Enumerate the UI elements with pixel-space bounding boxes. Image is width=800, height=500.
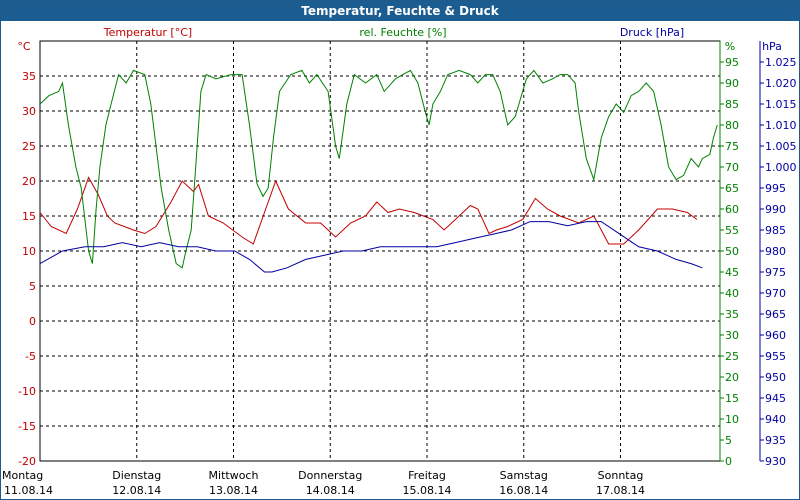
x-day-label: Sonntag [598,469,644,482]
temperature-tick-label: 0 [29,315,36,328]
humidity-tick-label: 35 [725,308,739,321]
pressure-tick-label: 1.025 [765,56,797,69]
x-date-label: 16.08.14 [499,484,548,497]
temperature-tick-label: 35 [22,70,36,83]
pressure-tick-label: 970 [765,287,786,300]
pressure-tick-label: 940 [765,413,786,426]
humidity-unit: % [725,40,735,53]
humidity-tick-label: 50 [725,245,739,258]
pressure-tick-label: 1.015 [765,98,797,111]
pressure-tick-label: 935 [765,434,786,447]
humidity-tick-label: 5 [725,434,732,447]
pressure-tick-label: 960 [765,329,786,342]
humidity-tick-label: 70 [725,161,739,174]
humidity-tick-label: 10 [725,413,739,426]
humidity-tick-label: 20 [725,371,739,384]
humidity-tick-label: 65 [725,182,739,195]
x-date-label: 13.08.14 [209,484,258,497]
temperature-tick-label: -15 [18,420,36,433]
pressure-tick-label: 980 [765,245,786,258]
temperature-tick-label: 10 [22,245,36,258]
x-day-label: Mittwoch [209,469,259,482]
x-day-label: Montag [2,469,43,482]
x-day-label: Donnerstag [298,469,362,482]
humidity-tick-label: 90 [725,77,739,90]
pressure-tick-label: 1.010 [765,119,797,132]
grid [39,40,721,462]
pressure-axis-title: Druck [hPa] [620,26,684,39]
pressure-tick-label: 985 [765,224,786,237]
temperature-tick-label: 15 [22,210,36,223]
pressure-unit: hPa [762,40,782,53]
x-date-label: 15.08.14 [403,484,452,497]
humidity-tick-label: 25 [725,350,739,363]
temperature-tick-label: -10 [18,385,36,398]
pressure-tick-label: 930 [765,455,786,468]
humidity-tick-label: 95 [725,56,739,69]
x-date-label: 14.08.14 [306,484,355,497]
axes-layer: 35302520151050-5-10-15-20959085807570656… [2,41,797,497]
pressure-tick-label: 945 [765,392,786,405]
series-pressure [39,221,703,273]
pressure-tick-label: 990 [765,203,786,216]
x-day-label: Dienstag [112,469,161,482]
pressure-tick-label: 955 [765,350,786,363]
humidity-tick-label: 15 [725,392,739,405]
pressure-tick-label: 995 [765,182,786,195]
temperature-tick-label: -5 [25,350,36,363]
humidity-tick-label: 55 [725,224,739,237]
pressure-tick-label: 1.005 [765,140,797,153]
humidity-tick-label: 45 [725,266,739,279]
series-humidity [39,69,718,269]
temperature-tick-label: 5 [29,280,36,293]
humidity-tick-label: 85 [725,98,739,111]
humidity-tick-label: 60 [725,203,739,216]
temperature-unit: °C [17,40,31,53]
series-temperature [39,176,698,245]
temperature-tick-label: -20 [18,455,36,468]
temperature-axis-title: Temperatur [°C] [103,26,192,39]
x-date-label: 17.08.14 [596,484,645,497]
temperature-tick-label: 25 [22,140,36,153]
x-day-label: Samstag [500,469,548,482]
pressure-tick-label: 1.020 [765,77,797,90]
humidity-axis-title: rel. Feuchte [%] [359,26,446,39]
x-day-label: Freitag [408,469,446,482]
humidity-tick-label: 75 [725,140,739,153]
pressure-tick-label: 1.000 [765,161,797,174]
x-date-label: 11.08.14 [4,484,53,497]
x-date-label: 12.08.14 [112,484,161,497]
pressure-tick-label: 975 [765,266,786,279]
humidity-tick-label: 30 [725,329,739,342]
pressure-tick-label: 965 [765,308,786,321]
humidity-tick-label: 80 [725,119,739,132]
series-layer [39,69,718,273]
temperature-tick-label: 30 [22,105,36,118]
pressure-tick-label: 950 [765,371,786,384]
window-title: Temperatur, Feuchte & Druck [1,1,799,21]
humidity-tick-label: 0 [725,455,732,468]
humidity-tick-label: 40 [725,287,739,300]
temperature-tick-label: 20 [22,175,36,188]
